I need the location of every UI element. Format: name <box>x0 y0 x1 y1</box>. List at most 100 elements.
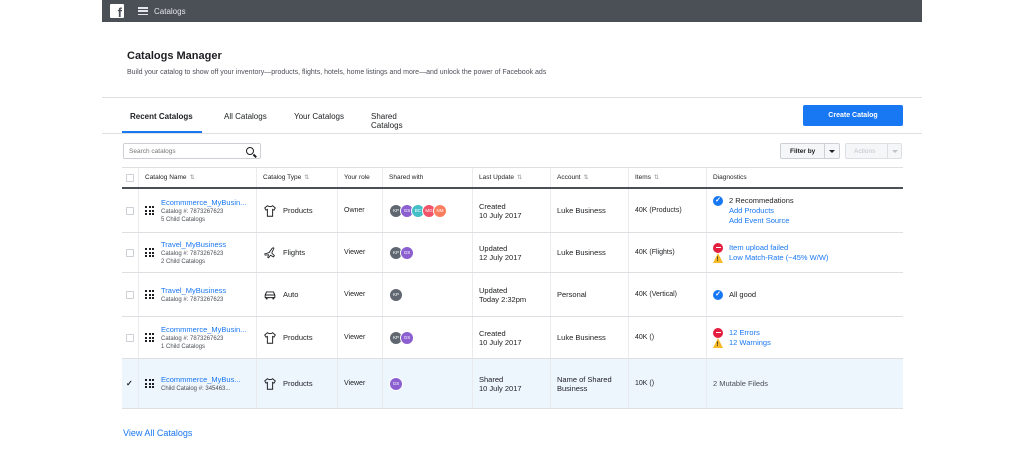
update-status: Created <box>479 201 506 211</box>
table-row[interactable]: ✓ Ecommmerce_MyBus... Child Catalog #: 3… <box>122 359 903 409</box>
column-header-last-update[interactable]: Last Update ⇅ <box>473 168 551 187</box>
header-select-all[interactable] <box>122 168 139 187</box>
row-checkmark-icon[interactable]: ✓ <box>126 379 133 388</box>
catalog-name-link[interactable]: Ecommmerce_MyBusin... <box>161 325 247 334</box>
diagnostics-cell: 12 Errors12 Warnings <box>707 317 903 358</box>
column-header-account[interactable]: Account ⇅ <box>551 168 629 187</box>
column-header-catalog-name[interactable]: Catalog Name ⇅ <box>139 168 257 187</box>
sort-icon[interactable]: ⇅ <box>653 175 659 181</box>
update-date: 10 July 2017 <box>479 210 522 220</box>
actions-dropdown[interactable]: Actions <box>845 143 902 159</box>
column-header-items[interactable]: Items ⇅ <box>629 168 707 187</box>
chevron-down-icon[interactable] <box>824 144 839 158</box>
search-icon[interactable] <box>246 147 254 155</box>
shared-user-avatar[interactable]: MG <box>422 203 436 218</box>
hamburger-menu-icon[interactable] <box>138 7 148 15</box>
filter-by-dropdown[interactable]: Filter by <box>780 143 840 159</box>
role-cell: Owner <box>338 189 383 232</box>
update-date: 10 July 2017 <box>479 383 522 393</box>
diagnostic-text[interactable]: Low Match-Rate (~45% W/W) <box>729 252 829 262</box>
catalog-type-label: Flights <box>283 248 306 257</box>
diagnostic-item: Add Products <box>713 206 794 216</box>
catalog-id: Catalog #: 7873267623 <box>161 297 224 303</box>
shared-user-avatar[interactable]: NM <box>433 203 447 218</box>
row-checkbox[interactable] <box>126 206 134 215</box>
items-cell: 40K (Flights) <box>629 233 707 272</box>
table-row[interactable]: Travel_MyBusiness Catalog #: 7873267623 … <box>122 273 903 317</box>
diagnostic-text: All good <box>729 289 757 299</box>
diagnostic-item: Add Event Source <box>713 216 794 226</box>
account-cell: Luke Business <box>551 189 629 232</box>
column-header-your-role: Your role <box>338 168 383 187</box>
catalog-name-link[interactable]: Travel_MyBusiness <box>161 240 227 249</box>
diagnostic-text[interactable]: Add Event Source <box>729 215 790 225</box>
catalog-name-link[interactable]: Ecommmerce_MyBusin... <box>161 198 247 207</box>
table-header: Catalog Name ⇅ Catalog Type ⇅ Your role Sh… <box>122 168 903 189</box>
shared-avatars: KP GS <box>389 245 414 260</box>
role-label: Viewer <box>344 334 366 341</box>
tab-recent-catalogs[interactable]: Recent Catalogs <box>122 104 202 133</box>
row-select-cell[interactable] <box>122 233 139 272</box>
shared-with-cell: KP <box>383 273 473 316</box>
tab-all-catalogs[interactable]: All Catalogs <box>224 112 267 121</box>
shared-user-avatar[interactable]: GS <box>400 330 414 345</box>
diagnostic-text[interactable]: Item upload failed <box>729 242 789 252</box>
last-update-cell: Created 10 July 2017 <box>473 317 551 358</box>
catalog-grid-icon <box>145 206 154 215</box>
catalog-name-link[interactable]: Travel_MyBusiness <box>161 286 227 295</box>
shared-user-avatar[interactable]: GS <box>400 245 414 260</box>
items-count: 40K (Vertical) <box>635 291 678 298</box>
table-row[interactable]: Travel_MyBusiness Catalog #: 7873267623 … <box>122 233 903 273</box>
account-name: Name of Shared Business <box>557 374 612 393</box>
create-catalog-button[interactable]: Create Catalog <box>803 105 903 126</box>
role-label: Viewer <box>344 291 366 298</box>
row-select-cell[interactable] <box>122 273 139 316</box>
items-cell: 40K (Vertical) <box>629 273 707 316</box>
sort-icon[interactable]: ⇅ <box>517 175 523 181</box>
row-select-cell[interactable] <box>122 189 139 232</box>
tab-your-catalogs[interactable]: Your Catalogs <box>294 112 344 121</box>
column-header-catalog-type[interactable]: Catalog Type ⇅ <box>257 168 338 187</box>
catalog-name-cell: Ecommmerce_MyBus... Child Catalog #: 345… <box>139 359 257 408</box>
child-catalogs-count: 5 Child Catalogs <box>161 217 206 223</box>
diagnostic-item: ✓ 2 Recommedations <box>713 195 794 206</box>
search-input[interactable] <box>129 147 239 155</box>
view-all-catalogs-link[interactable]: View All Catalogs <box>123 428 193 438</box>
catalog-tabs: Recent Catalogs All Catalogs Your Catalo… <box>122 104 429 134</box>
row-checkbox[interactable] <box>126 248 134 257</box>
row-select-cell[interactable]: ✓ <box>122 359 139 408</box>
row-checkbox[interactable] <box>126 333 134 342</box>
facebook-logo-icon[interactable]: f <box>110 4 124 20</box>
chevron-down-icon[interactable] <box>887 144 901 158</box>
sort-icon[interactable]: ⇅ <box>583 175 589 181</box>
catalog-name-cell: Ecommmerce_MyBusin... Catalog #: 7873267… <box>139 317 257 358</box>
catalog-type-label: Products <box>283 206 313 215</box>
row-select-cell[interactable] <box>122 317 139 358</box>
error-icon <box>713 327 723 338</box>
items-count: 10K () <box>635 380 655 387</box>
diagnostic-text[interactable]: 12 Warnings <box>729 337 771 347</box>
update-status: Created <box>479 328 506 338</box>
catalog-type-label: Auto <box>283 290 299 299</box>
shared-user-avatar[interactable]: KP <box>389 287 403 302</box>
select-all-checkbox[interactable] <box>126 173 134 182</box>
diagnostic-text[interactable]: Add Products <box>729 205 775 215</box>
catalog-grid-icon <box>145 379 154 388</box>
role-cell: Viewer <box>338 359 383 408</box>
check-circle-icon: ✓ <box>713 195 723 206</box>
diagnostic-text[interactable]: 12 Errors <box>729 327 760 337</box>
sort-icon[interactable]: ⇅ <box>304 175 310 181</box>
shared-user-avatar[interactable]: GS <box>389 376 403 391</box>
catalog-name-link[interactable]: Ecommmerce_MyBus... <box>161 375 241 384</box>
catalog-name-cell: Travel_MyBusiness Catalog #: 7873267623 <box>139 273 257 316</box>
table-row[interactable]: Ecommmerce_MyBusin... Catalog #: 7873267… <box>122 317 903 359</box>
catalog-grid-icon <box>145 333 154 342</box>
tab-shared-catalogs[interactable]: Shared Catalogs <box>371 112 403 130</box>
shared-with-cell: KP GS <box>383 233 473 272</box>
table-row[interactable]: Ecommmerce_MyBusin... Catalog #: 7873267… <box>122 189 903 233</box>
header-divider <box>102 97 922 98</box>
airplane-icon <box>263 246 277 260</box>
sort-icon[interactable]: ⇅ <box>189 175 195 181</box>
child-catalogs-count: 1 Child Catalogs <box>161 344 206 350</box>
row-checkbox[interactable] <box>126 290 134 299</box>
